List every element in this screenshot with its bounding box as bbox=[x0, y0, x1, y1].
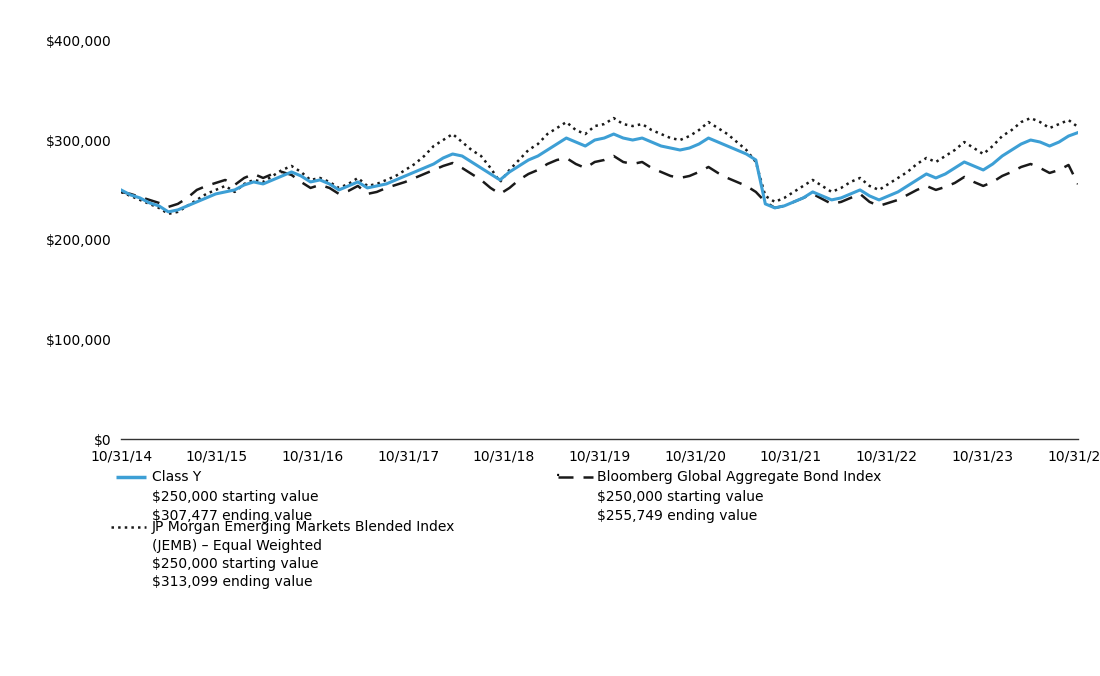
Text: ·: · bbox=[554, 467, 561, 486]
Text: $250,000 starting value: $250,000 starting value bbox=[597, 490, 763, 504]
Text: $313,099 ending value: $313,099 ending value bbox=[152, 575, 312, 589]
Text: (JEMB) – Equal Weighted: (JEMB) – Equal Weighted bbox=[152, 539, 322, 552]
Text: $250,000 starting value: $250,000 starting value bbox=[152, 557, 318, 571]
Text: JP Morgan Emerging Markets Blended Index: JP Morgan Emerging Markets Blended Index bbox=[152, 521, 455, 534]
Text: Class Y: Class Y bbox=[152, 470, 201, 483]
Text: $255,749 ending value: $255,749 ending value bbox=[597, 509, 758, 523]
Text: Bloomberg Global Aggregate Bond Index: Bloomberg Global Aggregate Bond Index bbox=[597, 470, 882, 483]
Text: $307,477 ending value: $307,477 ending value bbox=[152, 509, 312, 523]
Text: $250,000 starting value: $250,000 starting value bbox=[152, 490, 318, 504]
